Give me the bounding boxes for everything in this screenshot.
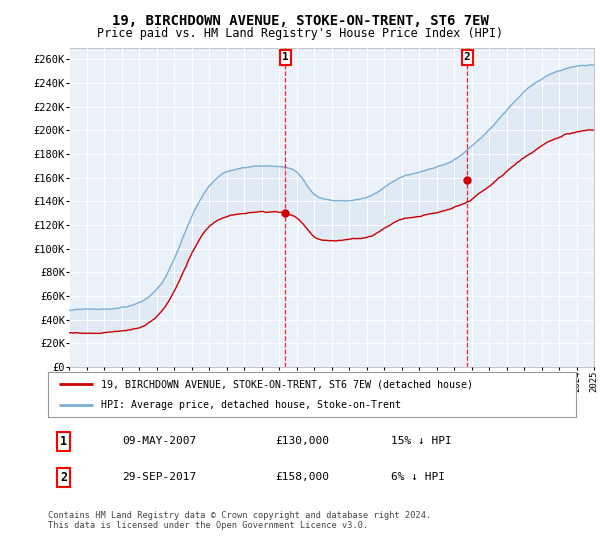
Text: £130,000: £130,000 (275, 436, 329, 446)
Text: 15% ↓ HPI: 15% ↓ HPI (391, 436, 452, 446)
Text: 1: 1 (282, 53, 289, 62)
Text: HPI: Average price, detached house, Stoke-on-Trent: HPI: Average price, detached house, Stok… (101, 400, 401, 410)
Text: £158,000: £158,000 (275, 473, 329, 482)
Text: 2: 2 (60, 471, 67, 484)
Text: 2: 2 (464, 53, 470, 62)
Text: 09-MAY-2007: 09-MAY-2007 (122, 436, 196, 446)
Text: 6% ↓ HPI: 6% ↓ HPI (391, 473, 445, 482)
Text: Price paid vs. HM Land Registry's House Price Index (HPI): Price paid vs. HM Land Registry's House … (97, 27, 503, 40)
Text: Contains HM Land Registry data © Crown copyright and database right 2024.
This d: Contains HM Land Registry data © Crown c… (48, 511, 431, 530)
Text: 29-SEP-2017: 29-SEP-2017 (122, 473, 196, 482)
Text: 19, BIRCHDOWN AVENUE, STOKE-ON-TRENT, ST6 7EW: 19, BIRCHDOWN AVENUE, STOKE-ON-TRENT, ST… (112, 14, 488, 28)
Text: 1: 1 (60, 435, 67, 448)
Text: 19, BIRCHDOWN AVENUE, STOKE-ON-TRENT, ST6 7EW (detached house): 19, BIRCHDOWN AVENUE, STOKE-ON-TRENT, ST… (101, 380, 473, 390)
